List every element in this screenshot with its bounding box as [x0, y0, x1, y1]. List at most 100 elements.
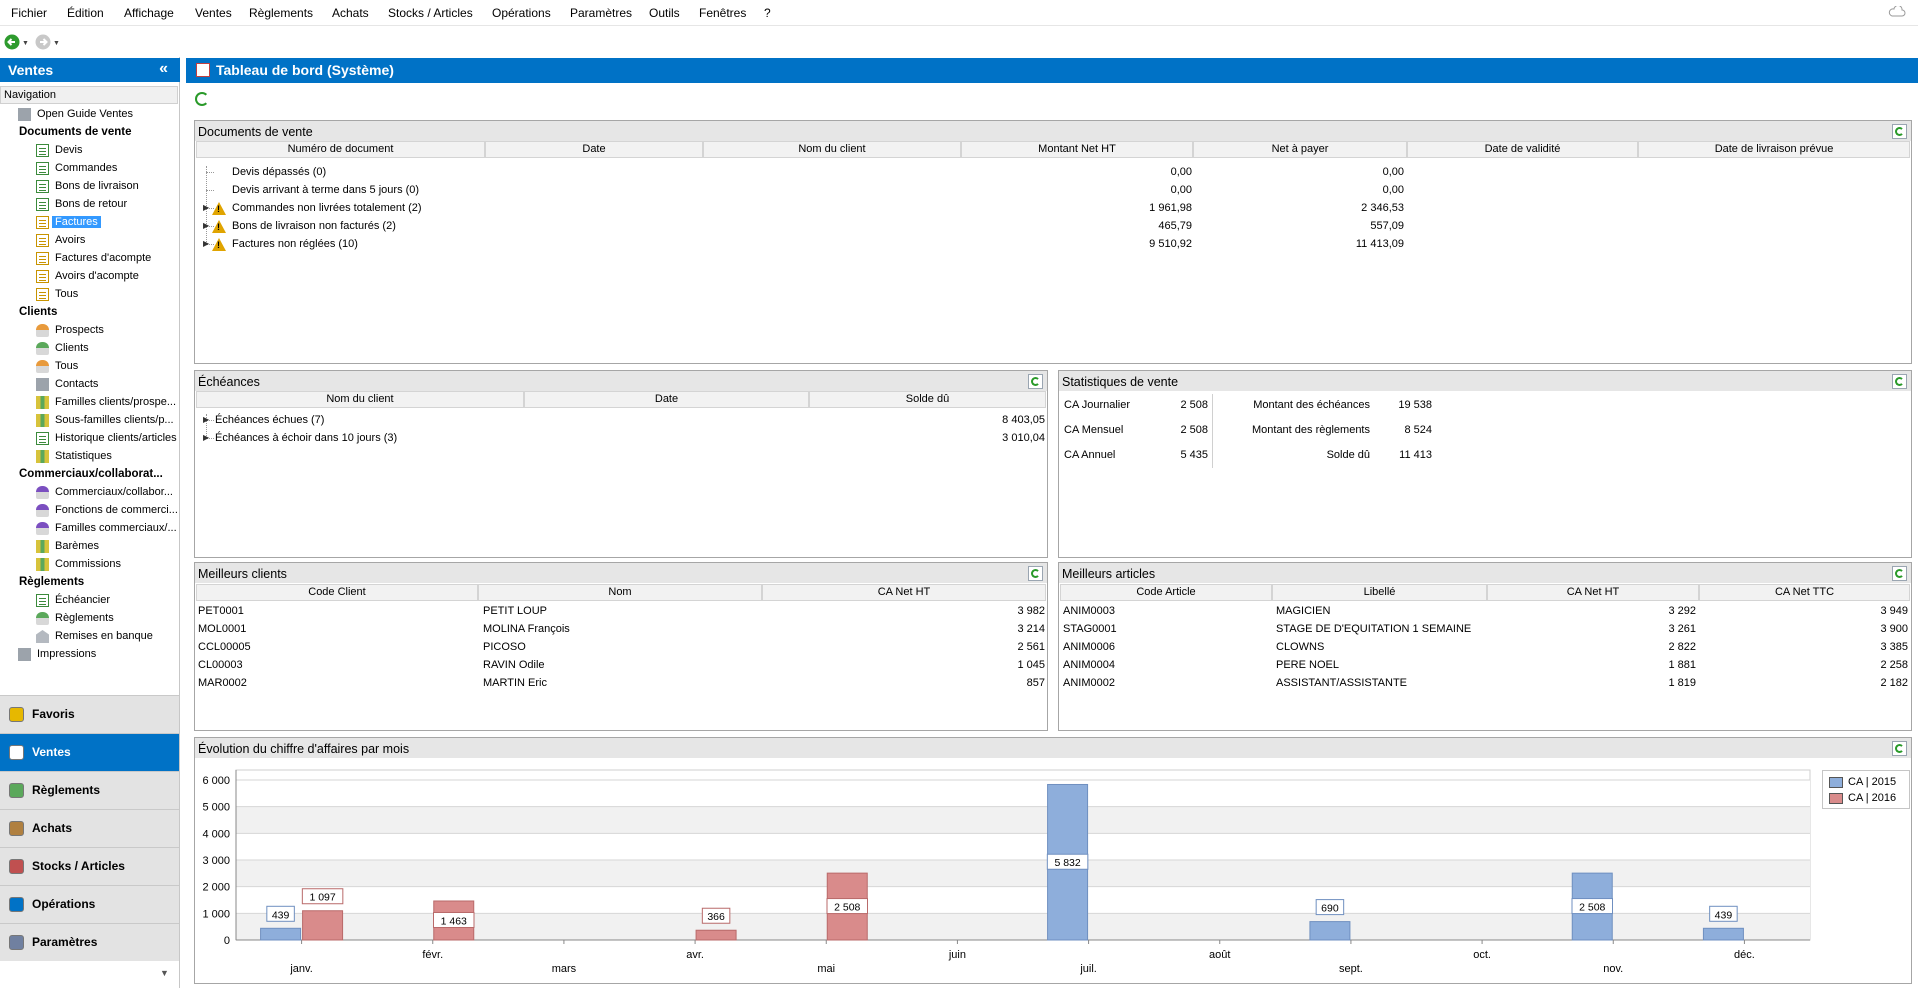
back-icon[interactable]	[4, 34, 20, 50]
document-category-label[interactable]: Devis arrivant à terme dans 5 jours (0)	[232, 184, 420, 196]
tree-group-documents-de-vente[interactable]: Documents de vente	[0, 124, 178, 142]
more-modules-icon[interactable]: ▼	[160, 968, 169, 978]
tree-item-reglements[interactable]: Règlements	[0, 610, 178, 628]
tree-item-familles-clients-prospe[interactable]: Familles clients/prospe...	[0, 394, 178, 412]
tree-item-open-guide-ventes[interactable]: Open Guide Ventes	[0, 106, 178, 124]
column-header-nom-du-client[interactable]: Nom du client	[703, 141, 961, 158]
module-button-operations[interactable]: Opérations	[0, 885, 179, 923]
expand-row-icon[interactable]: ▶	[203, 415, 210, 424]
module-button-favoris[interactable]: Favoris	[0, 695, 179, 733]
column-header-ca-net-ht[interactable]: CA Net HT	[1487, 584, 1699, 601]
column-header-date[interactable]: Date	[485, 141, 703, 158]
column-header-ca-net-ht[interactable]: CA Net HT	[762, 584, 1046, 601]
module-button-reglements[interactable]: Règlements	[0, 771, 179, 809]
tree-item-echeancier[interactable]: Échéancier	[0, 592, 178, 610]
table-row[interactable]	[1060, 605, 1910, 623]
table-row[interactable]	[1060, 641, 1910, 659]
menu-parametres[interactable]: Paramètres	[570, 6, 633, 20]
module-button-parametres[interactable]: Paramètres	[0, 923, 179, 961]
expand-row-icon[interactable]: ▶	[203, 221, 210, 230]
tree-item-historique-clients-articles[interactable]: Historique clients/articles	[0, 430, 178, 448]
tree-item-tous[interactable]: Tous	[0, 286, 178, 304]
refresh-icon[interactable]	[1892, 566, 1907, 581]
menu-reglements[interactable]: Règlements	[249, 6, 314, 20]
refresh-icon[interactable]	[1028, 566, 1043, 581]
forward-icon[interactable]	[35, 34, 51, 50]
document-category-label[interactable]: Factures non réglées (10)	[232, 238, 358, 250]
refresh-icon[interactable]	[1892, 124, 1907, 139]
tree-item-statistiques[interactable]: Statistiques	[0, 448, 178, 466]
column-header-montant-net-ht[interactable]: Montant Net HT	[961, 141, 1193, 158]
tree-item-sous-familles-clients-p[interactable]: Sous-familles clients/p...	[0, 412, 178, 430]
menu-outils[interactable]: Outils	[649, 6, 680, 20]
refresh-dashboard-icon[interactable]	[195, 92, 209, 106]
document-category-label[interactable]: Commandes non livrées totalement (2)	[232, 202, 422, 214]
tree-item-commerciaux-collabor[interactable]: Commerciaux/collabor...	[0, 484, 178, 502]
menu-stocks-articles[interactable]: Stocks / Articles	[388, 6, 473, 20]
tree-item-impressions[interactable]: Impressions	[0, 646, 178, 664]
table-row[interactable]	[1060, 677, 1910, 695]
tree-item-prospects[interactable]: Prospects	[0, 322, 178, 340]
refresh-icon[interactable]	[1028, 374, 1043, 389]
tree-item-devis[interactable]: Devis	[0, 142, 178, 160]
tree-item-contacts[interactable]: Contacts	[0, 376, 178, 394]
menu-achats[interactable]: Achats	[332, 6, 369, 20]
forward-dropdown-icon[interactable]: ▼	[53, 40, 60, 47]
column-header-code-client[interactable]: Code Client	[196, 584, 478, 601]
column-header-code-article[interactable]: Code Article	[1060, 584, 1272, 601]
tree-item-avoirs-d-acompte[interactable]: Avoirs d'acompte	[0, 268, 178, 286]
tree-item-tous[interactable]: Tous	[0, 358, 178, 376]
column-header-ca-net-ttc[interactable]: CA Net TTC	[1699, 584, 1910, 601]
tree-item-familles-commerciaux[interactable]: Familles commerciaux/...	[0, 520, 178, 538]
tree-item-baremes[interactable]: Barèmes	[0, 538, 178, 556]
column-header-date[interactable]: Date	[524, 391, 809, 408]
tree-item-commandes[interactable]: Commandes	[0, 160, 178, 178]
due-category-label[interactable]: Échéances échues (7)	[215, 414, 325, 426]
expand-row-icon[interactable]: ▶	[203, 203, 210, 212]
cloud-icon[interactable]	[1888, 6, 1906, 17]
column-header-numero-de-document[interactable]: Numéro de document	[196, 141, 485, 158]
tree-item-factures-d-acompte[interactable]: Factures d'acompte	[0, 250, 178, 268]
tree-item-bons-de-retour[interactable]: Bons de retour	[0, 196, 178, 214]
menu-help[interactable]: ?	[764, 6, 771, 20]
column-header-libelle[interactable]: Libellé	[1272, 584, 1487, 601]
module-button-stocks-articles[interactable]: Stocks / Articles	[0, 847, 179, 885]
tree-item-commissions[interactable]: Commissions	[0, 556, 178, 574]
refresh-icon[interactable]	[1892, 741, 1907, 756]
expand-row-icon[interactable]: ▶	[203, 433, 210, 442]
column-header-net-a-payer[interactable]: Net à payer	[1193, 141, 1407, 158]
tree-group-clients[interactable]: Clients	[0, 304, 178, 322]
column-header-solde-du[interactable]: Solde dû	[809, 391, 1046, 408]
table-row[interactable]	[1060, 623, 1910, 641]
tree-item-clients[interactable]: Clients	[0, 340, 178, 358]
collapse-pane-icon[interactable]: «	[159, 60, 168, 77]
document-category-label[interactable]: Devis dépassés (0)	[232, 166, 327, 178]
due-category-label[interactable]: Échéances à échoir dans 10 jours (3)	[215, 432, 398, 444]
tree-item-label: Fonctions de commerci...	[55, 504, 178, 516]
menu-affichage[interactable]: Affichage	[124, 6, 174, 20]
menu-fenetres[interactable]: Fenêtres	[699, 6, 747, 20]
tree-item-remises-en-banque[interactable]: Remises en banque	[0, 628, 178, 646]
tree-item-fonctions-de-commerci[interactable]: Fonctions de commerci...	[0, 502, 178, 520]
expand-row-icon[interactable]: ▶	[203, 239, 210, 248]
column-header-date-de-livraison-prevue[interactable]: Date de livraison prévue	[1638, 141, 1910, 158]
tree-group-reglements[interactable]: Règlements	[0, 574, 178, 592]
module-button-achats[interactable]: Achats	[0, 809, 179, 847]
menu-ventes[interactable]: Ventes	[195, 6, 232, 20]
document-yellow-icon	[36, 270, 49, 283]
tree-item-bons-de-livraison[interactable]: Bons de livraison	[0, 178, 178, 196]
refresh-icon[interactable]	[1892, 374, 1907, 389]
table-row[interactable]	[1060, 659, 1910, 677]
column-header-date-de-validite[interactable]: Date de validité	[1407, 141, 1638, 158]
menu-operations[interactable]: Opérations	[492, 6, 551, 20]
back-dropdown-icon[interactable]: ▼	[22, 40, 29, 47]
menu-edition[interactable]: Édition	[67, 6, 104, 20]
menu-fichier[interactable]: Fichier	[11, 6, 48, 20]
tree-group-commerciaux-collaborat[interactable]: Commerciaux/collaborat...	[0, 466, 178, 484]
tree-item-factures[interactable]: Factures	[0, 214, 178, 232]
tree-item-avoirs[interactable]: Avoirs	[0, 232, 178, 250]
column-header-nom[interactable]: Nom	[478, 584, 762, 601]
module-button-ventes[interactable]: Ventes	[0, 733, 179, 771]
document-category-label[interactable]: Bons de livraison non facturés (2)	[232, 220, 396, 232]
column-header-nom-du-client[interactable]: Nom du client	[196, 391, 524, 408]
